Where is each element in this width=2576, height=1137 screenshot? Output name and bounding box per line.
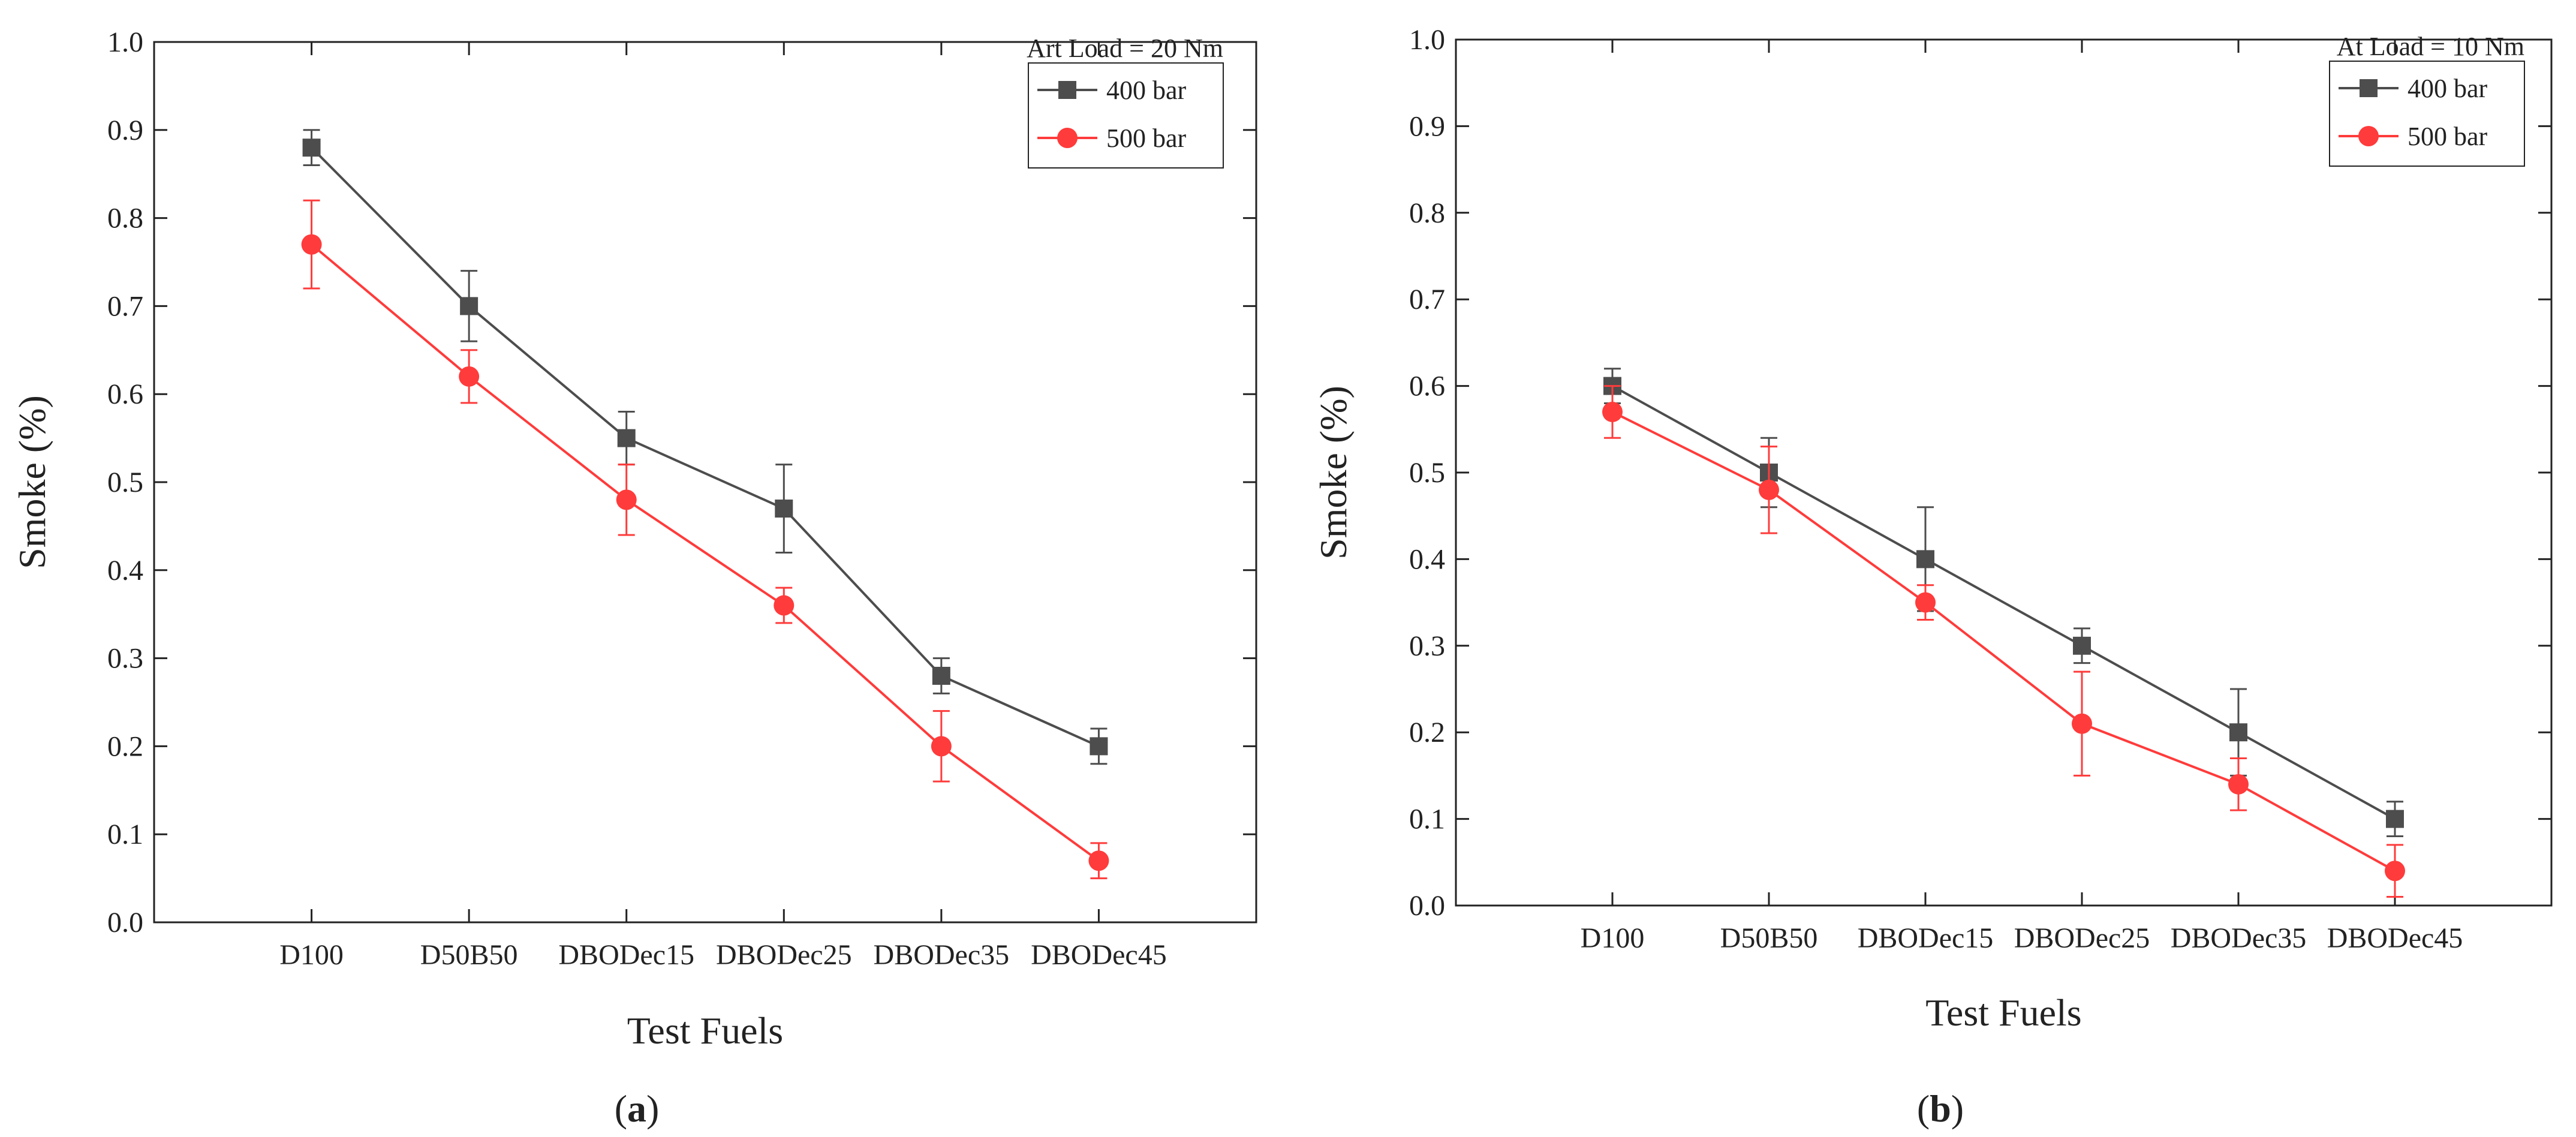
- legend-title-a: Art Load = 20 Nm: [1027, 34, 1223, 63]
- data-point-a-1-3: [774, 595, 795, 616]
- series-line-a-0: [311, 146, 1100, 748]
- y-tick-label-a-10: 1.0: [107, 26, 143, 58]
- x-tick-label-b-5: DBODec45: [2327, 922, 2463, 954]
- data-point-a-0-3: [775, 500, 793, 518]
- data-point-b-1-2: [1915, 592, 1936, 613]
- plot-frame-b: [1455, 38, 2553, 907]
- data-point-a-0-5: [1090, 737, 1108, 756]
- legend-marker-b-0: [2360, 79, 2378, 97]
- x-tick-label-b-1: D50B50: [1720, 922, 1818, 954]
- legend-marker-b-1: [2358, 126, 2379, 146]
- y-tick-label-a-1: 0.1: [107, 819, 143, 850]
- legend-box-b: [2329, 61, 2525, 167]
- data-point-a-0-4: [932, 666, 950, 685]
- legend-box-a: [1028, 62, 1224, 169]
- chart-panel-b: 0.0 0.1 0.2 0.3 0.4 0.5 0.6 0.7 0.8 0.9 1.0 D100 D50…: [1312, 24, 2553, 1034]
- data-point-b-1-1: [1759, 479, 1779, 500]
- series-line-b-0: [1612, 384, 2396, 820]
- x-tick-label-a-3: DBODec25: [716, 939, 852, 971]
- y-tick-label-a-3: 0.3: [107, 643, 143, 675]
- y-tick-label-a-4: 0.4: [107, 555, 143, 586]
- data-point-a-0-0: [302, 139, 321, 157]
- y-tick-label-b-6: 0.6: [1409, 371, 1445, 402]
- legend-label-b-0: 400 bar: [2408, 74, 2488, 103]
- x-tick-label-a-1: D50B50: [420, 939, 518, 971]
- x-axis-title-a: Test Fuels: [627, 1009, 783, 1052]
- legend-title-b: At Load = 10 Nm: [2337, 32, 2524, 61]
- data-point-b-1-0: [1602, 401, 1623, 422]
- x-tick-label-a-5: DBODec45: [1031, 939, 1167, 971]
- y-tick-label-b-4: 0.4: [1409, 543, 1445, 575]
- y-tick-label-b-5: 0.5: [1409, 457, 1445, 489]
- y-tick-label-a-6: 0.6: [107, 378, 143, 410]
- panel-label-a: (a): [615, 1087, 660, 1130]
- y-tick-label-a-8: 0.8: [107, 203, 143, 234]
- x-tick-label-b-4: DBODec35: [2171, 922, 2307, 954]
- y-tick-label-b-0: 0.0: [1409, 890, 1445, 922]
- y-tick-label-b-2: 0.2: [1409, 717, 1445, 748]
- legend-label-a-1: 500 bar: [1106, 124, 1187, 153]
- y-axis-title-b: Smoke (%): [1312, 386, 1355, 560]
- y-tick-label-b-1: 0.1: [1409, 804, 1445, 835]
- x-tick-label-b-2: DBODec15: [1858, 922, 1994, 954]
- data-point-a-1-2: [616, 489, 637, 510]
- y-tick-label-b-9: 0.9: [1409, 110, 1445, 142]
- y-axis-title-a: Smoke (%): [11, 395, 53, 569]
- data-point-b-0-4: [2229, 723, 2247, 742]
- panel-label-a-letter: a: [627, 1087, 646, 1130]
- series-line-a-1: [311, 243, 1100, 862]
- y-tick-label-a-2: 0.2: [107, 730, 143, 762]
- data-point-a-1-1: [459, 366, 480, 387]
- x-tick-label-b-3: DBODec25: [2014, 922, 2150, 954]
- data-point-a-1-5: [1088, 850, 1109, 871]
- x-tick-label-b-0: D100: [1581, 922, 1645, 954]
- x-tick-label-a-2: DBODec15: [558, 939, 694, 971]
- x-tick-label-a-0: D100: [279, 939, 344, 971]
- data-point-a-1-4: [931, 736, 952, 757]
- data-point-b-1-3: [2072, 713, 2092, 734]
- legend-label-b-1: 500 bar: [2408, 122, 2488, 151]
- data-point-a-1-0: [301, 234, 322, 255]
- y-tick-label-a-0: 0.0: [107, 907, 143, 939]
- legend-marker-a-0: [1058, 81, 1076, 99]
- panel-label-b: (b): [1917, 1087, 1964, 1130]
- y-tick-label-b-3: 0.3: [1409, 630, 1445, 662]
- y-tick-label-b-7: 0.7: [1409, 284, 1445, 315]
- y-tick-label-a-5: 0.5: [107, 467, 143, 498]
- data-point-a-0-1: [460, 297, 479, 315]
- x-tick-label-a-4: DBODec35: [874, 939, 1010, 971]
- y-tick-label-b-10: 1.0: [1409, 24, 1445, 56]
- y-tick-label-b-8: 0.8: [1409, 197, 1445, 229]
- data-point-b-0-2: [1916, 550, 1934, 568]
- legend-label-a-0: 400 bar: [1106, 76, 1187, 105]
- data-point-b-0-3: [2073, 636, 2091, 655]
- series-line-b-1: [1612, 411, 2396, 872]
- chart-panel-a: 0.0 0.1 0.2 0.3 0.4 0.5 0.6 0.7 0.8 0.9 1.0 D100 D50…: [11, 26, 1257, 1052]
- data-point-b-1-5: [2385, 861, 2405, 882]
- y-tick-label-a-7: 0.7: [107, 290, 143, 322]
- legend-marker-a-1: [1057, 128, 1078, 148]
- x-axis-title-b: Test Fuels: [1925, 991, 2081, 1034]
- panel-label-b-letter: b: [1930, 1087, 1951, 1130]
- plot-frame-a: [153, 41, 1257, 924]
- data-point-a-0-2: [617, 429, 636, 447]
- y-tick-label-a-9: 0.9: [107, 115, 143, 146]
- data-point-b-0-5: [2386, 810, 2404, 828]
- data-point-b-1-4: [2228, 774, 2249, 795]
